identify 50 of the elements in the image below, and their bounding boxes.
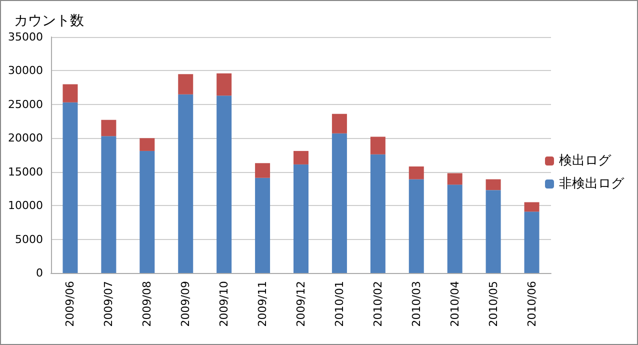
x-tick-label: 2009/12 (294, 281, 308, 327)
bar (62, 84, 78, 102)
bar (216, 96, 232, 273)
bar (140, 138, 155, 151)
x-tick-label: 2009/06 (64, 281, 77, 327)
x-tick-label: 2010/01 (332, 281, 346, 327)
y-tick-label: 0 (36, 266, 43, 280)
bar (447, 173, 462, 185)
x-tick-label: 2009/08 (140, 281, 154, 327)
bar (332, 133, 347, 273)
legend-label: 検出ログ (559, 154, 612, 168)
bar (486, 179, 501, 190)
bar (294, 150, 308, 164)
bar (140, 150, 155, 273)
bar (255, 163, 270, 178)
x-tick-label: 2009/10 (218, 281, 231, 327)
bar (486, 190, 501, 273)
y-tick-label: 25000 (8, 98, 43, 111)
y-tick-label: 15000 (8, 165, 43, 178)
bar (408, 166, 424, 180)
y-axis-title: カウント数 (14, 13, 84, 29)
y-tick-label: 30000 (8, 64, 43, 78)
bar (370, 154, 386, 273)
y-tick-label: 35000 (8, 30, 43, 44)
x-tick-label: 2010/02 (371, 281, 384, 327)
bar (101, 120, 116, 136)
bar (332, 114, 347, 134)
bar (178, 74, 194, 94)
x-tick-label: 2009/11 (256, 281, 270, 327)
bar (178, 94, 194, 273)
x-tick-label: 2009/07 (102, 281, 116, 327)
y-tick-label: 10000 (8, 199, 43, 212)
y-tick-label: 20000 (8, 132, 43, 145)
bar (101, 136, 116, 273)
x-tick-label: 2010/04 (448, 281, 462, 327)
legend-label: 非検出ログ (559, 176, 625, 192)
bar (370, 136, 386, 154)
bar (408, 179, 424, 273)
y-tick-label: 5000 (15, 232, 43, 246)
bar (524, 202, 540, 212)
x-tick-label: 2009/09 (179, 281, 192, 327)
bar (62, 102, 78, 273)
bar (216, 73, 232, 96)
x-tick-label: 2010/03 (410, 281, 423, 327)
x-tick-label: 2010/06 (525, 281, 538, 327)
bar (294, 164, 308, 273)
bar (255, 178, 270, 273)
bar (524, 212, 540, 273)
bar (447, 184, 462, 273)
x-tick-label: 2010/05 (486, 281, 500, 327)
